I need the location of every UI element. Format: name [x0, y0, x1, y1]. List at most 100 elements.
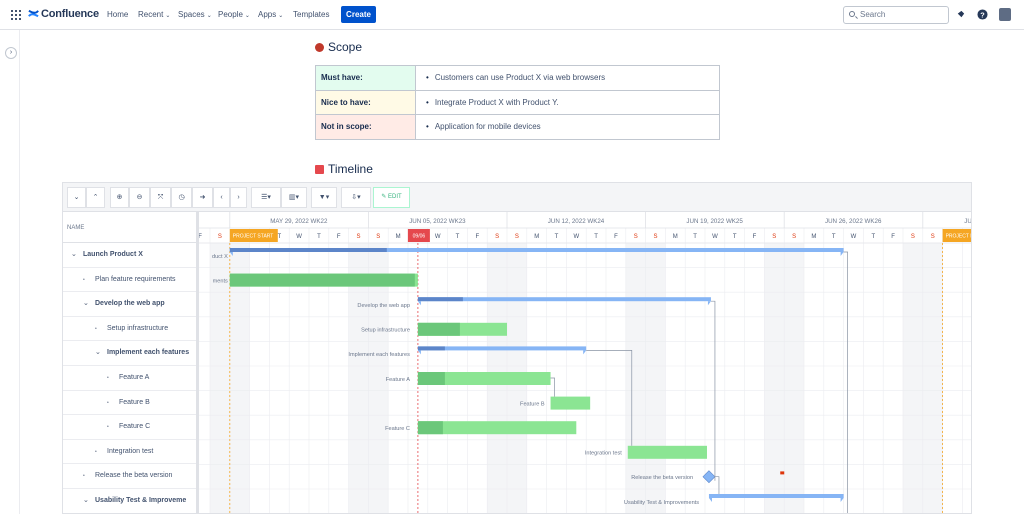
summary-progress	[417, 346, 445, 351]
search-icon	[849, 11, 855, 17]
week-label: JUN 05, 2022 WK23	[409, 218, 466, 225]
day-label: T	[456, 234, 460, 240]
chevron-down-icon: ⌄	[206, 13, 212, 19]
app-switcher-icon[interactable]	[11, 10, 21, 20]
task-progress	[417, 372, 445, 385]
day-label: W	[435, 234, 441, 240]
task-row[interactable]: • Feature C	[63, 415, 196, 440]
edit-button[interactable]: ✎ EDIT	[373, 187, 410, 208]
summary-cap	[708, 498, 712, 502]
task-row[interactable]: • Release the beta version	[63, 464, 196, 489]
week-label: JUL 03, 2022 WK27	[964, 218, 972, 225]
summary-bar	[417, 346, 587, 351]
timeline-heading: Timeline	[315, 162, 373, 176]
clock-icon[interactable]: ◷	[171, 187, 192, 208]
day-label: T	[733, 234, 737, 240]
bar-label: Feature B	[520, 401, 545, 407]
previous-icon[interactable]: ‹	[213, 187, 230, 208]
task-row[interactable]: • Feature B	[63, 391, 196, 416]
weekend-column	[625, 243, 646, 513]
summary-progress	[229, 248, 387, 252]
week-label: MAY 29, 2022 WK22	[270, 218, 328, 225]
weekend-column	[210, 243, 230, 513]
scope-value: Integrate Product X with Product Y.	[415, 89, 720, 115]
export-icon[interactable]: ⇩▾	[341, 187, 371, 208]
scroll-to-today-icon[interactable]: ➜	[192, 187, 213, 208]
bar-label: Implement each features	[348, 352, 410, 358]
bar-label: Feature C	[385, 426, 410, 432]
bar-label: ments	[213, 278, 228, 284]
nav-templates[interactable]: Templates	[293, 10, 330, 19]
confluence-logo-icon[interactable]	[28, 8, 39, 19]
task-row[interactable]: • Setup infrastructure	[63, 317, 196, 342]
task-bar	[550, 396, 591, 410]
day-label: S	[653, 234, 657, 240]
target-icon	[315, 43, 324, 52]
task-row[interactable]: ⌄ Launch Product X	[63, 243, 196, 268]
bar-label: Develop the web app	[357, 303, 410, 309]
product-name[interactable]: Confluence	[41, 8, 99, 20]
avatar[interactable]	[999, 8, 1011, 21]
today-marker	[407, 229, 430, 242]
nav-people[interactable]: People ⌄	[218, 10, 250, 19]
task-progress	[417, 421, 443, 435]
task-name: Release the beta version	[95, 472, 173, 480]
nav-apps[interactable]: Apps ⌄	[258, 10, 284, 19]
week-label: JUN 26, 2022 WK26	[825, 218, 882, 225]
create-button[interactable]: Create	[341, 6, 376, 23]
dependency-line	[714, 476, 720, 494]
bullet-icon: •	[83, 473, 85, 480]
next-icon[interactable]: ›	[230, 187, 247, 208]
nav-home[interactable]: Home	[107, 10, 129, 19]
project-end-label: PROJECT END	[946, 234, 972, 240]
zoom-in-icon[interactable]: ⊕	[110, 187, 129, 208]
day-label: S	[356, 234, 360, 240]
nav-spaces[interactable]: Spaces ⌄	[178, 10, 212, 19]
zoom-out-icon[interactable]: ⊖	[129, 187, 150, 208]
summary-cap	[840, 498, 844, 502]
day-label: T	[871, 234, 875, 240]
chevron-down-icon[interactable]: ⌄	[71, 251, 77, 258]
weekend-column	[922, 243, 943, 513]
fit-to-screen-icon[interactable]: ⤧	[150, 187, 171, 208]
expand-all-icon[interactable]: ⌃	[86, 187, 105, 208]
scope-label: Not in scope:	[315, 114, 416, 140]
weekend-column	[645, 243, 666, 513]
task-row[interactable]: • Plan feature requirements	[63, 268, 196, 293]
search-input[interactable]: Search	[843, 6, 949, 24]
task-row[interactable]: ⌄ Usability Test & Improveme	[63, 489, 196, 513]
task-tree: NAME ⌄ Launch Product X • Plan feature requ…	[63, 212, 199, 513]
chevron-down-icon[interactable]: ⌄	[83, 300, 89, 308]
summary-progress	[417, 297, 463, 302]
bar-label: Usability Test & Improvements	[624, 500, 699, 506]
expand-sidebar-icon[interactable]: ›	[5, 47, 17, 59]
chevron-down-icon[interactable]: ⌄	[83, 497, 89, 504]
help-icon[interactable]: ?	[977, 9, 988, 20]
notifications-icon[interactable]	[955, 9, 966, 20]
table-row: Must have: Customers can use Product X v…	[315, 65, 720, 91]
project-start-marker	[229, 229, 278, 242]
bullet-icon: •	[83, 276, 85, 283]
day-label: W	[851, 234, 857, 240]
day-label: F	[199, 234, 202, 240]
scope-label: Must have:	[315, 65, 416, 91]
task-row[interactable]: • Integration test	[63, 440, 196, 465]
list-options-icon[interactable]: ☰▾	[251, 187, 281, 208]
day-label: F	[337, 234, 341, 240]
weekend-column	[903, 243, 923, 513]
task-row[interactable]: ⌄ Implement each features	[63, 341, 196, 366]
chevron-down-icon[interactable]: ⌄	[95, 349, 101, 357]
task-name: Feature B	[119, 398, 150, 406]
task-row[interactable]: • Feature A	[63, 366, 196, 391]
task-row[interactable]: ⌄ Develop the web app	[63, 292, 196, 317]
filter-icon[interactable]: ▼▾	[311, 187, 337, 208]
nav-recent[interactable]: Recent ⌄	[138, 10, 171, 19]
collapse-all-icon[interactable]: ⌄	[67, 187, 86, 208]
dependency-line	[710, 300, 716, 481]
columns-icon[interactable]: ▥▾	[281, 187, 307, 208]
chevron-down-icon: ⌄	[278, 13, 284, 19]
day-label: T	[832, 234, 836, 240]
task-name: Setup infrastructure	[107, 324, 169, 332]
day-label: F	[475, 234, 479, 240]
bullet-icon: •	[107, 375, 109, 381]
